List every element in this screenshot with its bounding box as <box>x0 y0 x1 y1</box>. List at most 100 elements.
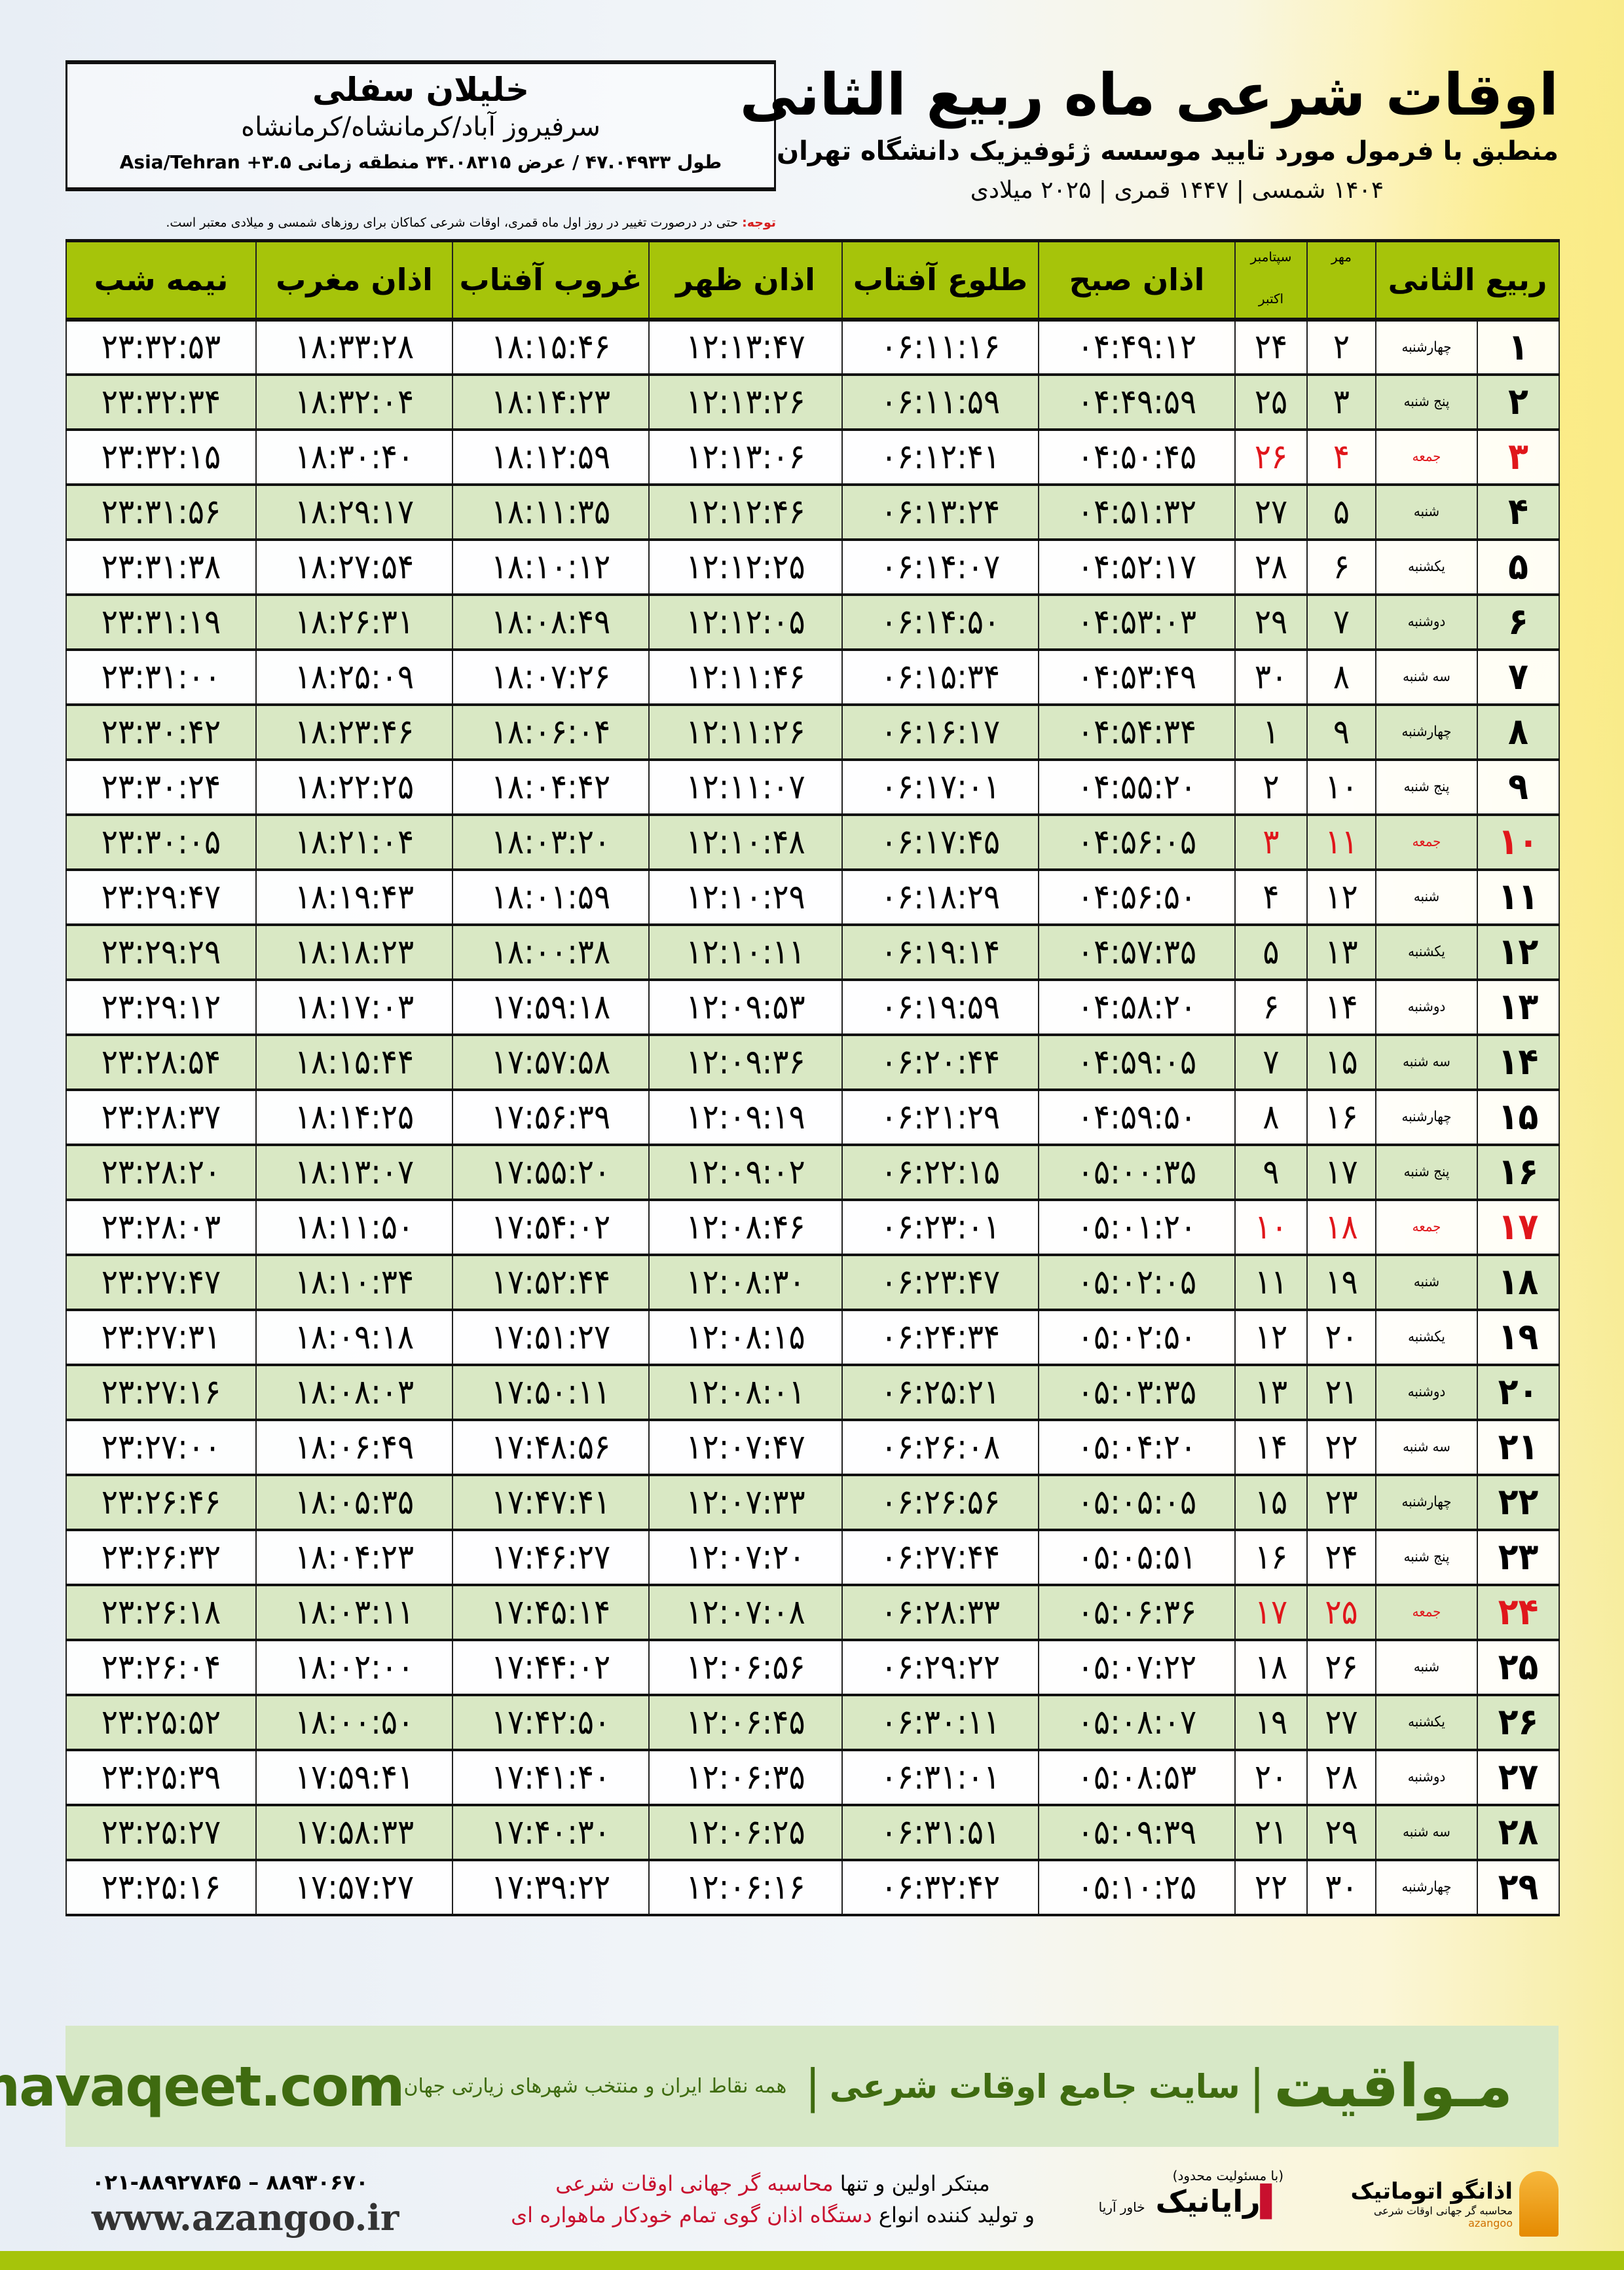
day-number: ۱۹ <box>1477 1309 1560 1366</box>
tolu-time: ۰۶:۲۸:۳۳ <box>841 1584 1039 1641</box>
zohr-time: ۱۲:۱۰:۱۱ <box>648 923 843 981</box>
mehr-date: ۷ <box>1306 593 1376 651</box>
banner-brand: مـواقیت <box>1274 2052 1513 2121</box>
notice-label: توجه: <box>742 215 776 230</box>
tolu-time: ۰۶:۲۶:۰۸ <box>841 1419 1039 1476</box>
day-number: ۴ <box>1477 483 1560 541</box>
gregorian-date: ۳ <box>1234 813 1308 871</box>
tolu-time: ۰۶:۱۷:۰۱ <box>841 758 1039 816</box>
sobh-time: ۰۴:۵۸:۲۰ <box>1038 978 1236 1036</box>
ghorub-time: ۱۸:۱۱:۳۵ <box>452 483 650 541</box>
contact-info: ۰۲۱-۸۸۹۲۷۸۴۵ – ۸۸۹۳۰۶۷۰ www.azangoo.ir <box>92 2168 471 2239</box>
city-name: خلیلان سفلی <box>312 71 530 109</box>
tolu-time: ۰۶:۲۵:۲۱ <box>841 1364 1039 1421</box>
tolu-time: ۰۶:۱۴:۵۰ <box>841 593 1039 651</box>
weekday: شنبه <box>1375 483 1478 541</box>
weekday: پنج شنبه <box>1375 758 1478 816</box>
table-row: ۶ دوشنبه ۷ ۲۹ ۰۴:۵۳:۰۳ ۰۶:۱۴:۵۰ ۱۲:۱۲:۰۵ ۱۸:۰۸:… <box>65 593 1560 651</box>
day-number: ۷ <box>1477 648 1560 706</box>
maghrib-time: ۱۸:۳۰:۴۰ <box>255 428 453 486</box>
separator: | <box>805 2059 821 2113</box>
zohr-time: ۱۲:۰۹:۰۲ <box>648 1144 843 1201</box>
gregorian-date: ۱۸ <box>1234 1639 1308 1696</box>
mehr-date: ۲۸ <box>1306 1749 1376 1806</box>
col-header-tolu: طلوع آفتاب <box>841 239 1039 322</box>
nimeshab-time: ۲۳:۳۱:۱۹ <box>65 593 257 651</box>
table-row: ۱۷ جمعه ۱۸ ۱۰ ۰۵:۰۱:۲۰ ۰۶:۲۳:۰۱ ۱۲:۰۸:۴۶ ۱۷:۵۴:… <box>65 1199 1560 1256</box>
mehr-date: ۴ <box>1306 428 1376 486</box>
table-row: ۲۶ یکشنبه ۲۷ ۱۹ ۰۵:۰۸:۰۷ ۰۶:۳۰:۱۱ ۱۲:۰۶:۴۵ ۱۷:۴… <box>65 1694 1560 1751</box>
table-row: ۱۹ یکشنبه ۲۰ ۱۲ ۰۵:۰۲:۵۰ ۰۶:۲۴:۳۴ ۱۲:۰۸:۱۵ ۱۷:۵… <box>65 1309 1560 1366</box>
nimeshab-time: ۲۳:۲۸:۵۴ <box>65 1033 257 1091</box>
day-number: ۱ <box>1477 318 1560 376</box>
mehr-date: ۲۲ <box>1306 1419 1376 1476</box>
gregorian-date: ۱۷ <box>1234 1584 1308 1641</box>
table-row: ۱۳ دوشنبه ۱۴ ۶ ۰۴:۵۸:۲۰ ۰۶:۱۹:۵۹ ۱۲:۰۹:۵۳ ۱۷:۵۹… <box>65 978 1560 1036</box>
tolu-time: ۰۶:۲۱:۲۹ <box>841 1088 1039 1146</box>
coordinates: طول ۴۷.۰۴۹۳۳ / عرض ۳۴.۰۸۳۱۵ منطقه زمانی … <box>119 151 722 173</box>
nimeshab-time: ۲۳:۳۲:۱۵ <box>65 428 257 486</box>
zohr-time: ۱۲:۰۹:۱۹ <box>648 1088 843 1146</box>
maghrib-time: ۱۸:۰۹:۱۸ <box>255 1309 453 1366</box>
website-link[interactable]: www.azangoo.ir <box>92 2197 399 2239</box>
maghrib-time: ۱۸:۲۱:۰۴ <box>255 813 453 871</box>
mehr-date: ۲۱ <box>1306 1364 1376 1421</box>
maghrib-time: ۱۸:۲۵:۰۹ <box>255 648 453 706</box>
mehr-date: ۳ <box>1306 373 1376 431</box>
slogan-line1: مبتکر اولین و تنها <box>833 2171 990 2196</box>
zohr-time: ۱۲:۱۲:۲۵ <box>648 538 843 596</box>
maghrib-time: ۱۸:۱۰:۳۴ <box>255 1254 453 1311</box>
sobh-time: ۰۵:۰۸:۰۷ <box>1038 1694 1236 1751</box>
maghrib-time: ۱۸:۲۲:۲۵ <box>255 758 453 816</box>
sobh-time: ۰۴:۵۹:۵۰ <box>1038 1088 1236 1146</box>
gregorian-date: ۲۰ <box>1234 1749 1308 1806</box>
gregorian-date: ۲۶ <box>1234 428 1308 486</box>
mehr-date: ۲۴ <box>1306 1529 1376 1586</box>
mehr-date: ۳۰ <box>1306 1859 1376 1916</box>
weekday: دوشنبه <box>1375 978 1478 1036</box>
ghorub-time: ۱۷:۴۶:۲۷ <box>452 1529 650 1586</box>
mehr-date: ۱۸ <box>1306 1199 1376 1256</box>
day-number: ۶ <box>1477 593 1560 651</box>
logo2-name: رایانیک <box>1155 2184 1261 2219</box>
zohr-time: ۱۲:۰۸:۳۰ <box>648 1254 843 1311</box>
table-row: ۲۴ جمعه ۲۵ ۱۷ ۰۵:۰۶:۳۶ ۰۶:۲۸:۳۳ ۱۲:۰۷:۰۸ ۱۷:۴۵:… <box>65 1584 1560 1641</box>
table-row: ۷ سه شنبه ۸ ۳۰ ۰۴:۵۳:۴۹ ۰۶:۱۵:۳۴ ۱۲:۱۱:۴۶ ۱۸:۰۷… <box>65 648 1560 706</box>
table-row: ۹ پنج شنبه ۱۰ ۲ ۰۴:۵۵:۲۰ ۰۶:۱۷:۰۱ ۱۲:۱۱:۰۷ ۱۸:۰… <box>65 758 1560 816</box>
weekday: پنج شنبه <box>1375 1529 1478 1586</box>
day-number: ۹ <box>1477 758 1560 816</box>
mehr-date: ۱۶ <box>1306 1088 1376 1146</box>
tolu-time: ۰۶:۱۴:۰۷ <box>841 538 1039 596</box>
mehr-date: ۱۴ <box>1306 978 1376 1036</box>
mehr-date: ۵ <box>1306 483 1376 541</box>
table-row: ۵ یکشنبه ۶ ۲۸ ۰۴:۵۲:۱۷ ۰۶:۱۴:۰۷ ۱۲:۱۲:۲۵ ۱۸:۱۰:… <box>65 538 1560 596</box>
table-row: ۱۵ چهارشنبه ۱۶ ۸ ۰۴:۵۹:۵۰ ۰۶:۲۱:۲۹ ۱۲:۰۹:۱۹ ۱۷:… <box>65 1088 1560 1146</box>
ghorub-time: ۱۷:۵۰:۱۱ <box>452 1364 650 1421</box>
gregorian-date: ۱۵ <box>1234 1474 1308 1531</box>
weekday: سه شنبه <box>1375 1804 1478 1861</box>
tolu-time: ۰۶:۳۱:۵۱ <box>841 1804 1039 1861</box>
sobh-time: ۰۴:۵۶:۰۵ <box>1038 813 1236 871</box>
banner-tagline: سایت جامع اوقات شرعی <box>829 2067 1240 2106</box>
maghrib-time: ۱۸:۰۸:۰۳ <box>255 1364 453 1421</box>
nimeshab-time: ۲۳:۲۵:۱۶ <box>65 1859 257 1916</box>
mehr-date: ۱۳ <box>1306 923 1376 981</box>
banner-site-link[interactable]: mavaqeet.com <box>0 2054 405 2119</box>
day-number: ۳ <box>1477 428 1560 486</box>
gregorian-date: ۱۴ <box>1234 1419 1308 1476</box>
sobh-time: ۰۵:۰۲:۰۵ <box>1038 1254 1236 1311</box>
mavaqeet-banner: مـواقیت | سایت جامع اوقات شرعی | همه نقا… <box>0 2026 1559 2147</box>
nimeshab-time: ۲۳:۲۹:۲۹ <box>65 923 257 981</box>
sobh-time: ۰۵:۰۳:۳۵ <box>1038 1364 1236 1421</box>
maghrib-time: ۱۸:۲۹:۱۷ <box>255 483 453 541</box>
tolu-time: ۰۶:۲۷:۴۴ <box>841 1529 1039 1586</box>
sobh-time: ۰۴:۵۵:۲۰ <box>1038 758 1236 816</box>
day-number: ۱۳ <box>1477 978 1560 1036</box>
tolu-time: ۰۶:۱۱:۵۹ <box>841 373 1039 431</box>
ghorub-time: ۱۷:۴۷:۴۱ <box>452 1474 650 1531</box>
mehr-date: ۲۳ <box>1306 1474 1376 1531</box>
tolu-time: ۰۶:۳۲:۴۲ <box>841 1859 1039 1916</box>
logo-latin: azangoo <box>1468 2217 1513 2229</box>
mehr-date: ۲ <box>1306 318 1376 376</box>
logo-sub: محاسبه گر جهانی اوقات شرعی <box>1373 2205 1513 2217</box>
